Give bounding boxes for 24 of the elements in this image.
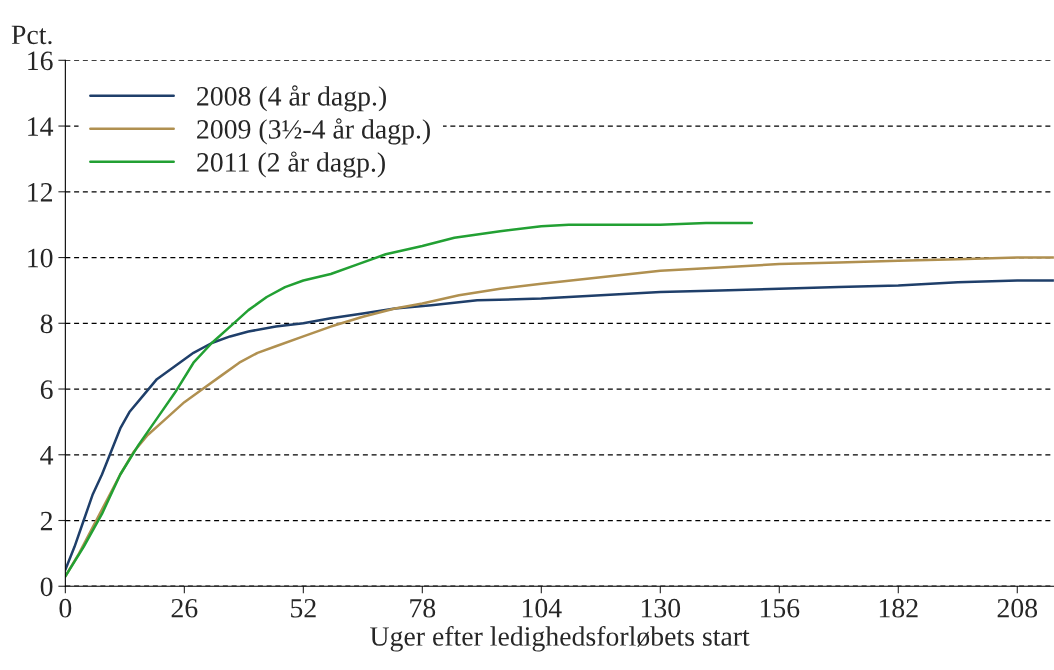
x-tick-label: 130 [641, 598, 681, 618]
y-tick-label: 10 [28, 248, 53, 268]
y-tick-label: 0 [40, 577, 53, 597]
y-tick-label: 12 [28, 183, 53, 202]
x-tick-label: 104 [522, 598, 562, 618]
legend-label: 2011 (2 år dagp.) [197, 151, 385, 178]
legend-label: 2009 (3½-4 år dagp.) [197, 118, 430, 145]
y-tick-label: 4 [40, 446, 54, 465]
x-tick-label: 78 [410, 598, 436, 618]
y-tick-label: 14 [28, 117, 54, 136]
line-series [65, 221, 754, 578]
y-tick-label: 6 [40, 380, 53, 399]
y-tick-label: 2 [40, 511, 53, 531]
x-tick-label: 52 [291, 598, 316, 618]
x-tick-label: 208 [997, 598, 1038, 618]
y-tick-label: 8 [40, 314, 53, 334]
x-tick-label: 156 [760, 598, 800, 618]
x-tick-label: 26 [171, 598, 198, 618]
y-axis-title: Pct. [11, 25, 52, 45]
x-axis-title: Uger efter ledighedsforløbets start [370, 626, 750, 652]
y-tick-label: 16 [28, 51, 53, 71]
x-tick-label: 0 [59, 598, 72, 618]
x-tick-label: 182 [879, 598, 918, 618]
legend-label: 2008 (4 år dagp.) [197, 85, 386, 112]
